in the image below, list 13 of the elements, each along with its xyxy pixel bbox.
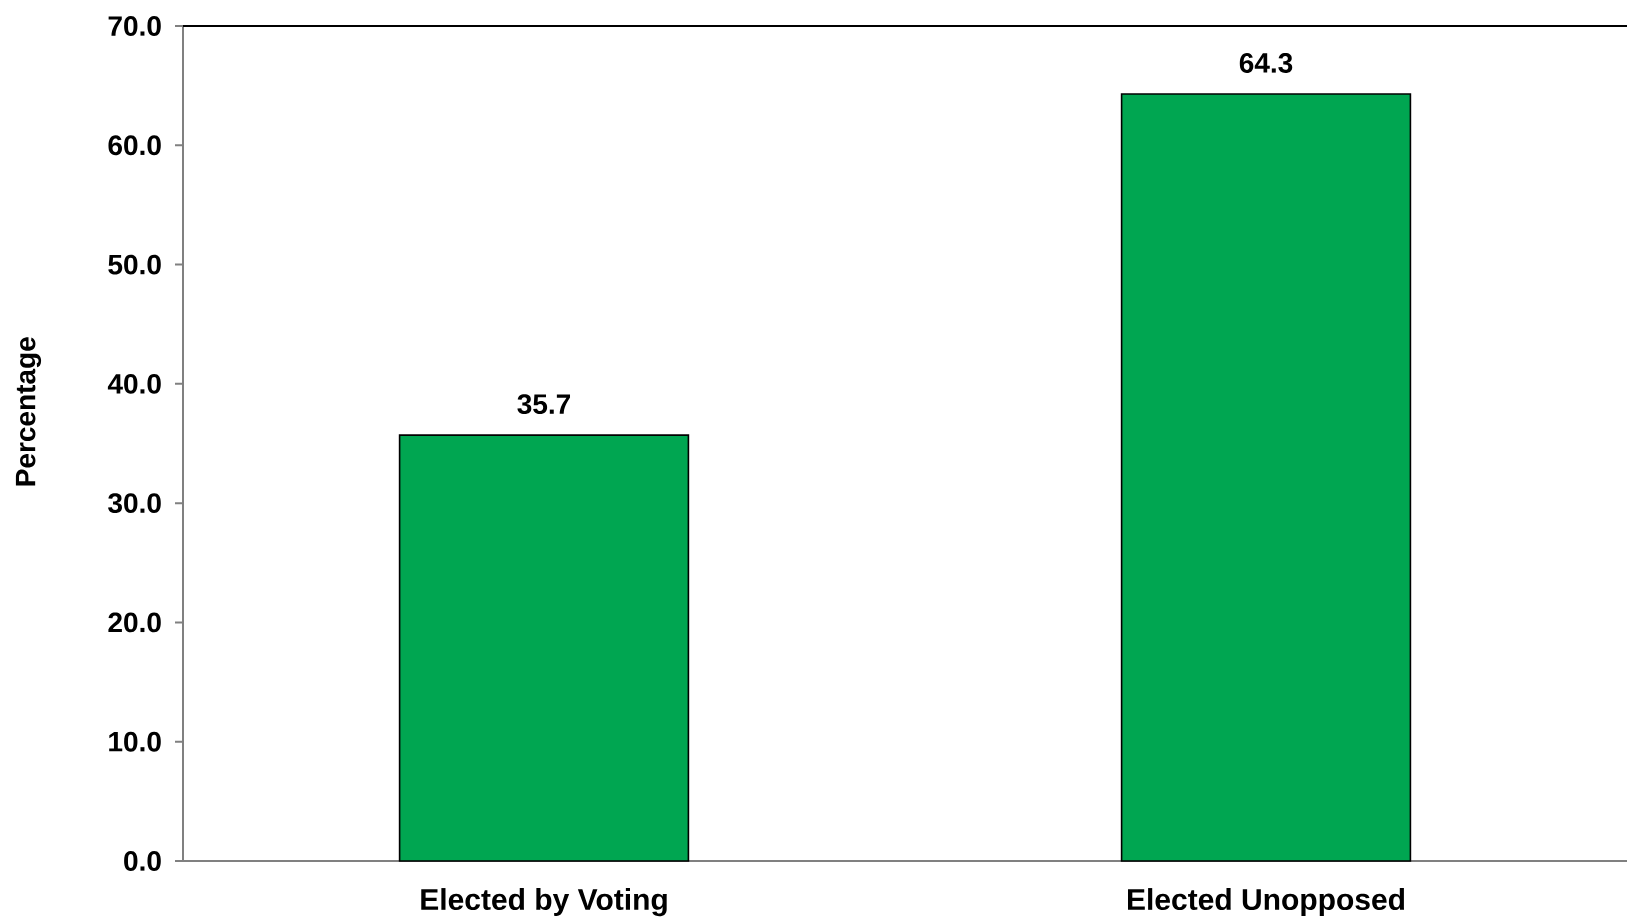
y-tick-label: 0.0: [124, 851, 161, 871]
y-tick-label: 40.0: [107, 373, 161, 394]
y-tick-label: 20.0: [108, 612, 161, 633]
y-axis-title: Percentage: [15, 337, 42, 486]
y-tick-label: 50.0: [108, 254, 161, 275]
y-tick-label: 10.0: [109, 731, 161, 752]
x-tick-label: Elected by Voting: [421, 888, 667, 917]
data-label: 35.7: [517, 394, 571, 415]
data-label: 64.3: [1239, 53, 1293, 73]
y-tick-label: 70.0: [108, 16, 161, 36]
y-tick-label: 60.0: [108, 135, 161, 156]
y-tick-label: 30.0: [108, 493, 161, 514]
x-tick-label: Elected Unopposed: [1128, 888, 1405, 917]
